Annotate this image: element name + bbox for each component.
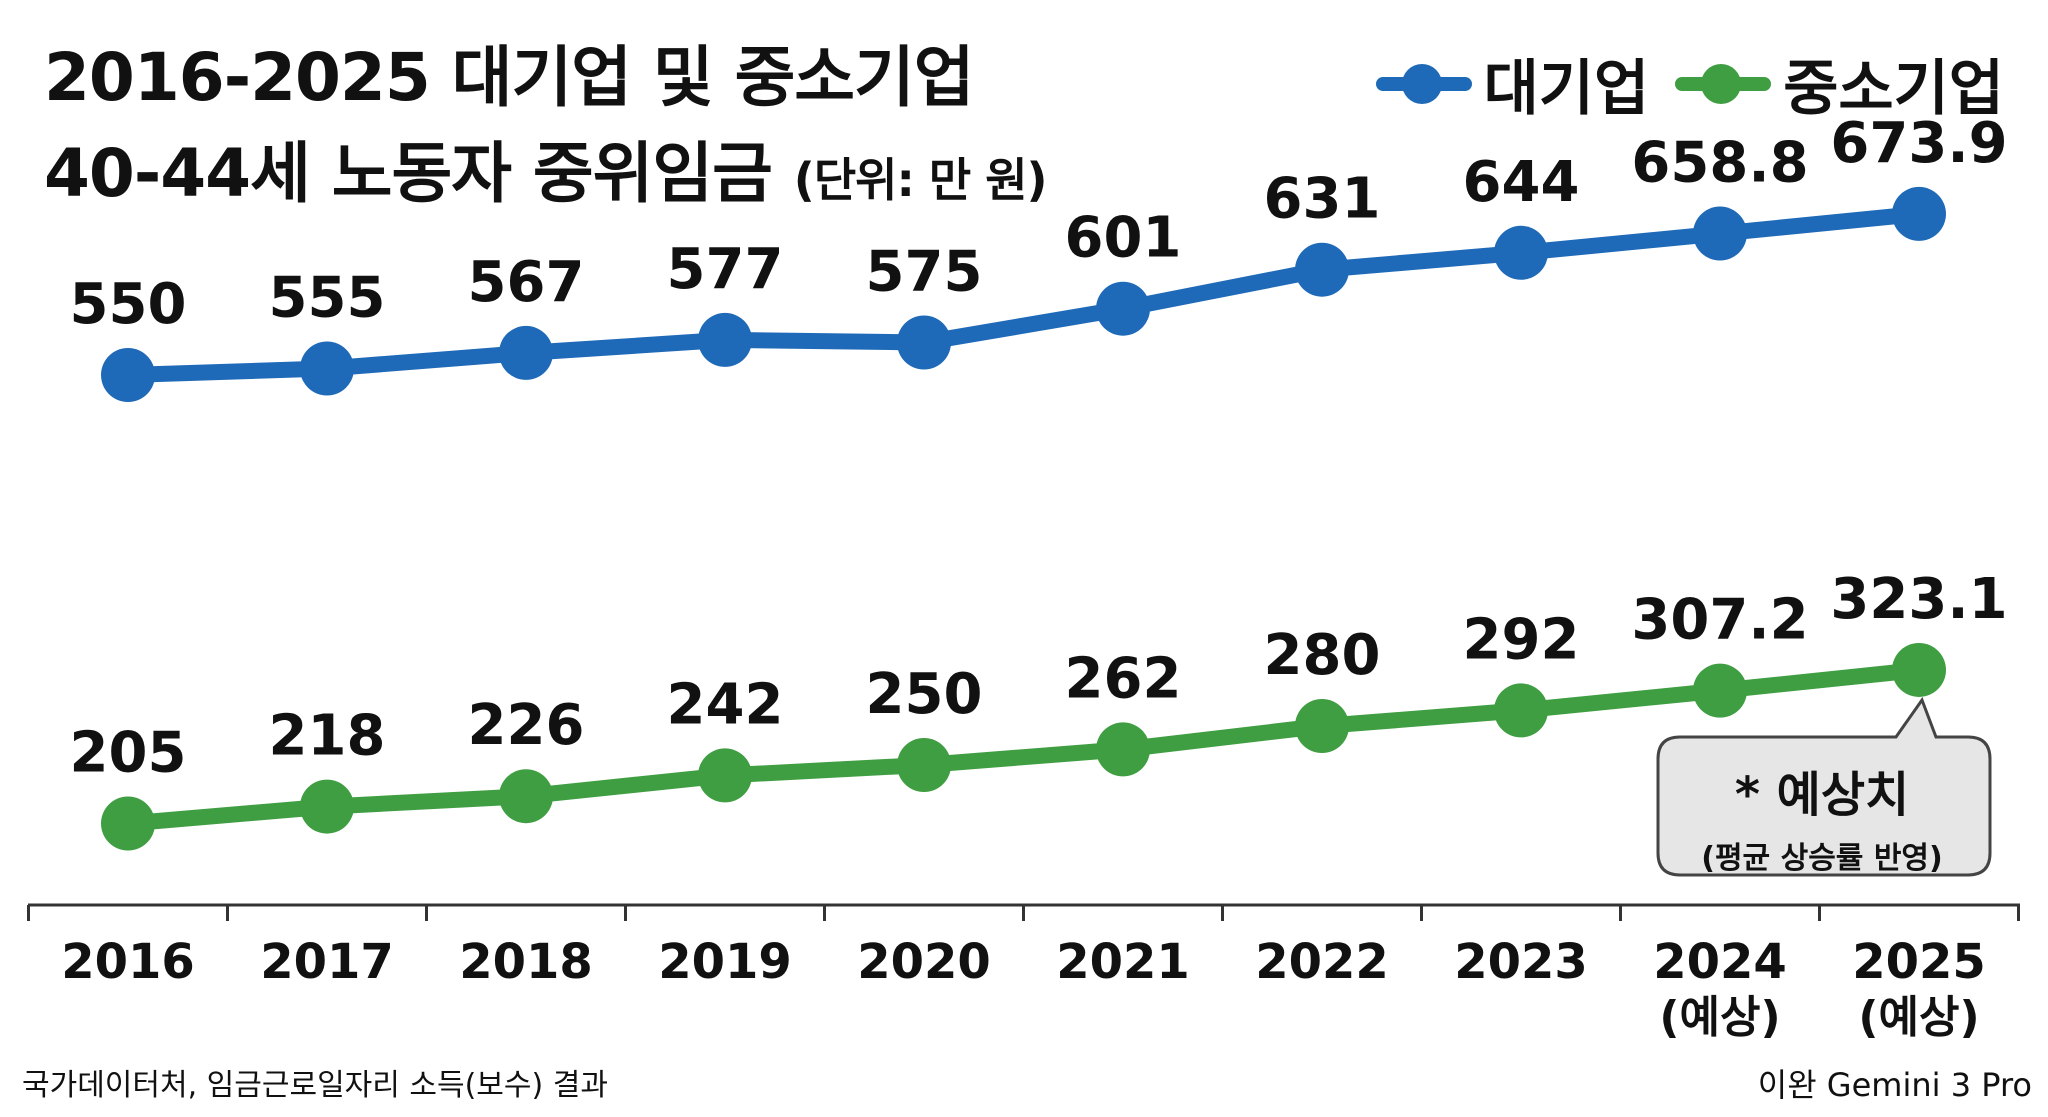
data-point (1892, 186, 1946, 241)
chart-title-line1: 2016-2025 대기업 및 중소기업 (44, 39, 974, 116)
x-tick-label: 2020 (857, 934, 991, 990)
x-tick-sublabel: (예상) (1659, 992, 1780, 1043)
data-label: 218 (269, 704, 386, 769)
x-tick-label: 2019 (658, 934, 792, 990)
unit-label: (단위: 만 원) (793, 153, 1048, 207)
data-point (1096, 281, 1150, 336)
data-point (1892, 642, 1946, 697)
legend-item-large: 대기업 (1375, 40, 1650, 127)
forecast-note-title: * 예상치 (1734, 767, 1910, 823)
data-point (698, 748, 752, 803)
data-label: 250 (866, 662, 983, 727)
chart-title: 2016-2025 대기업 및 중소기업 40-44세 노동자 중위임금 (단위… (44, 30, 1048, 228)
source-text: 국가데이터처, 임금근로일자리 소득(보수) 결과 (22, 1068, 608, 1103)
data-point (1693, 663, 1747, 718)
data-label: 577 (667, 237, 784, 302)
data-label: 226 (468, 693, 585, 758)
legend-swatch-large (1375, 63, 1472, 104)
data-point (101, 348, 155, 402)
data-label: 292 (1463, 607, 1580, 672)
data-point (499, 325, 553, 380)
data-label: 242 (667, 672, 784, 737)
data-point (300, 779, 354, 834)
data-point (1494, 683, 1548, 738)
data-label: 631 (1264, 167, 1381, 232)
x-tick-label: 2023 (1454, 934, 1588, 990)
x-tick-sublabel: (예상) (1858, 992, 1979, 1043)
x-tick-label: 2016 (61, 934, 195, 990)
credit-text: 이완 Gemini 3 Pro (1757, 1066, 2032, 1104)
data-point (698, 312, 752, 367)
data-label: 567 (468, 250, 585, 315)
data-label: 307.2 (1631, 588, 1808, 653)
x-tick-label: 2022 (1255, 934, 1389, 990)
legend-swatch-small (1675, 63, 1772, 104)
x-tick-label: 2017 (260, 934, 394, 990)
data-point (499, 769, 553, 824)
data-label: 673.9 (1830, 111, 2007, 176)
data-label: 323.1 (1830, 567, 2007, 632)
x-tick-label: 2021 (1056, 934, 1190, 990)
data-label: 280 (1264, 623, 1381, 688)
forecast-note: * 예상치 (평균 상승률 반영) (1656, 737, 1988, 876)
data-label: 644 (1463, 150, 1580, 215)
data-point (300, 341, 354, 396)
x-tick-label: 2024 (1653, 934, 1787, 990)
data-point (101, 796, 155, 851)
data-label: 205 (70, 721, 187, 786)
data-point (1295, 242, 1349, 297)
data-label: 262 (1065, 646, 1182, 711)
chart-title-line2-text: 40-44세 노동자 중위임금 (44, 135, 773, 212)
legend-item-small: 중소기업 (1675, 40, 2004, 127)
note-callout (1656, 696, 1992, 877)
data-point (1096, 722, 1150, 777)
series-line-0 (120, 205, 1927, 383)
chart-title-line2: 40-44세 노동자 중위임금 (단위: 만 원) (44, 126, 1048, 228)
legend-label-large: 대기업 (1483, 54, 1650, 124)
legend-label-small: 중소기업 (1783, 54, 2004, 124)
data-point (1693, 206, 1747, 261)
data-label: 658.8 (1631, 131, 1808, 196)
x-tick-label: 2018 (459, 934, 593, 990)
data-label: 601 (1065, 206, 1182, 271)
forecast-note-detail: (평균 상승률 반영) (1701, 841, 1943, 876)
x-tick-label: 2025 (1852, 934, 1986, 990)
data-point (897, 738, 951, 792)
series-line-1 (120, 661, 1927, 832)
data-point (1494, 225, 1548, 280)
data-point (1295, 699, 1349, 753)
data-label: 575 (866, 240, 983, 305)
legend: 대기업 중소기업 (1375, 40, 2004, 127)
data-point (897, 315, 951, 370)
data-label: 555 (269, 266, 386, 331)
data-label: 550 (70, 272, 187, 337)
